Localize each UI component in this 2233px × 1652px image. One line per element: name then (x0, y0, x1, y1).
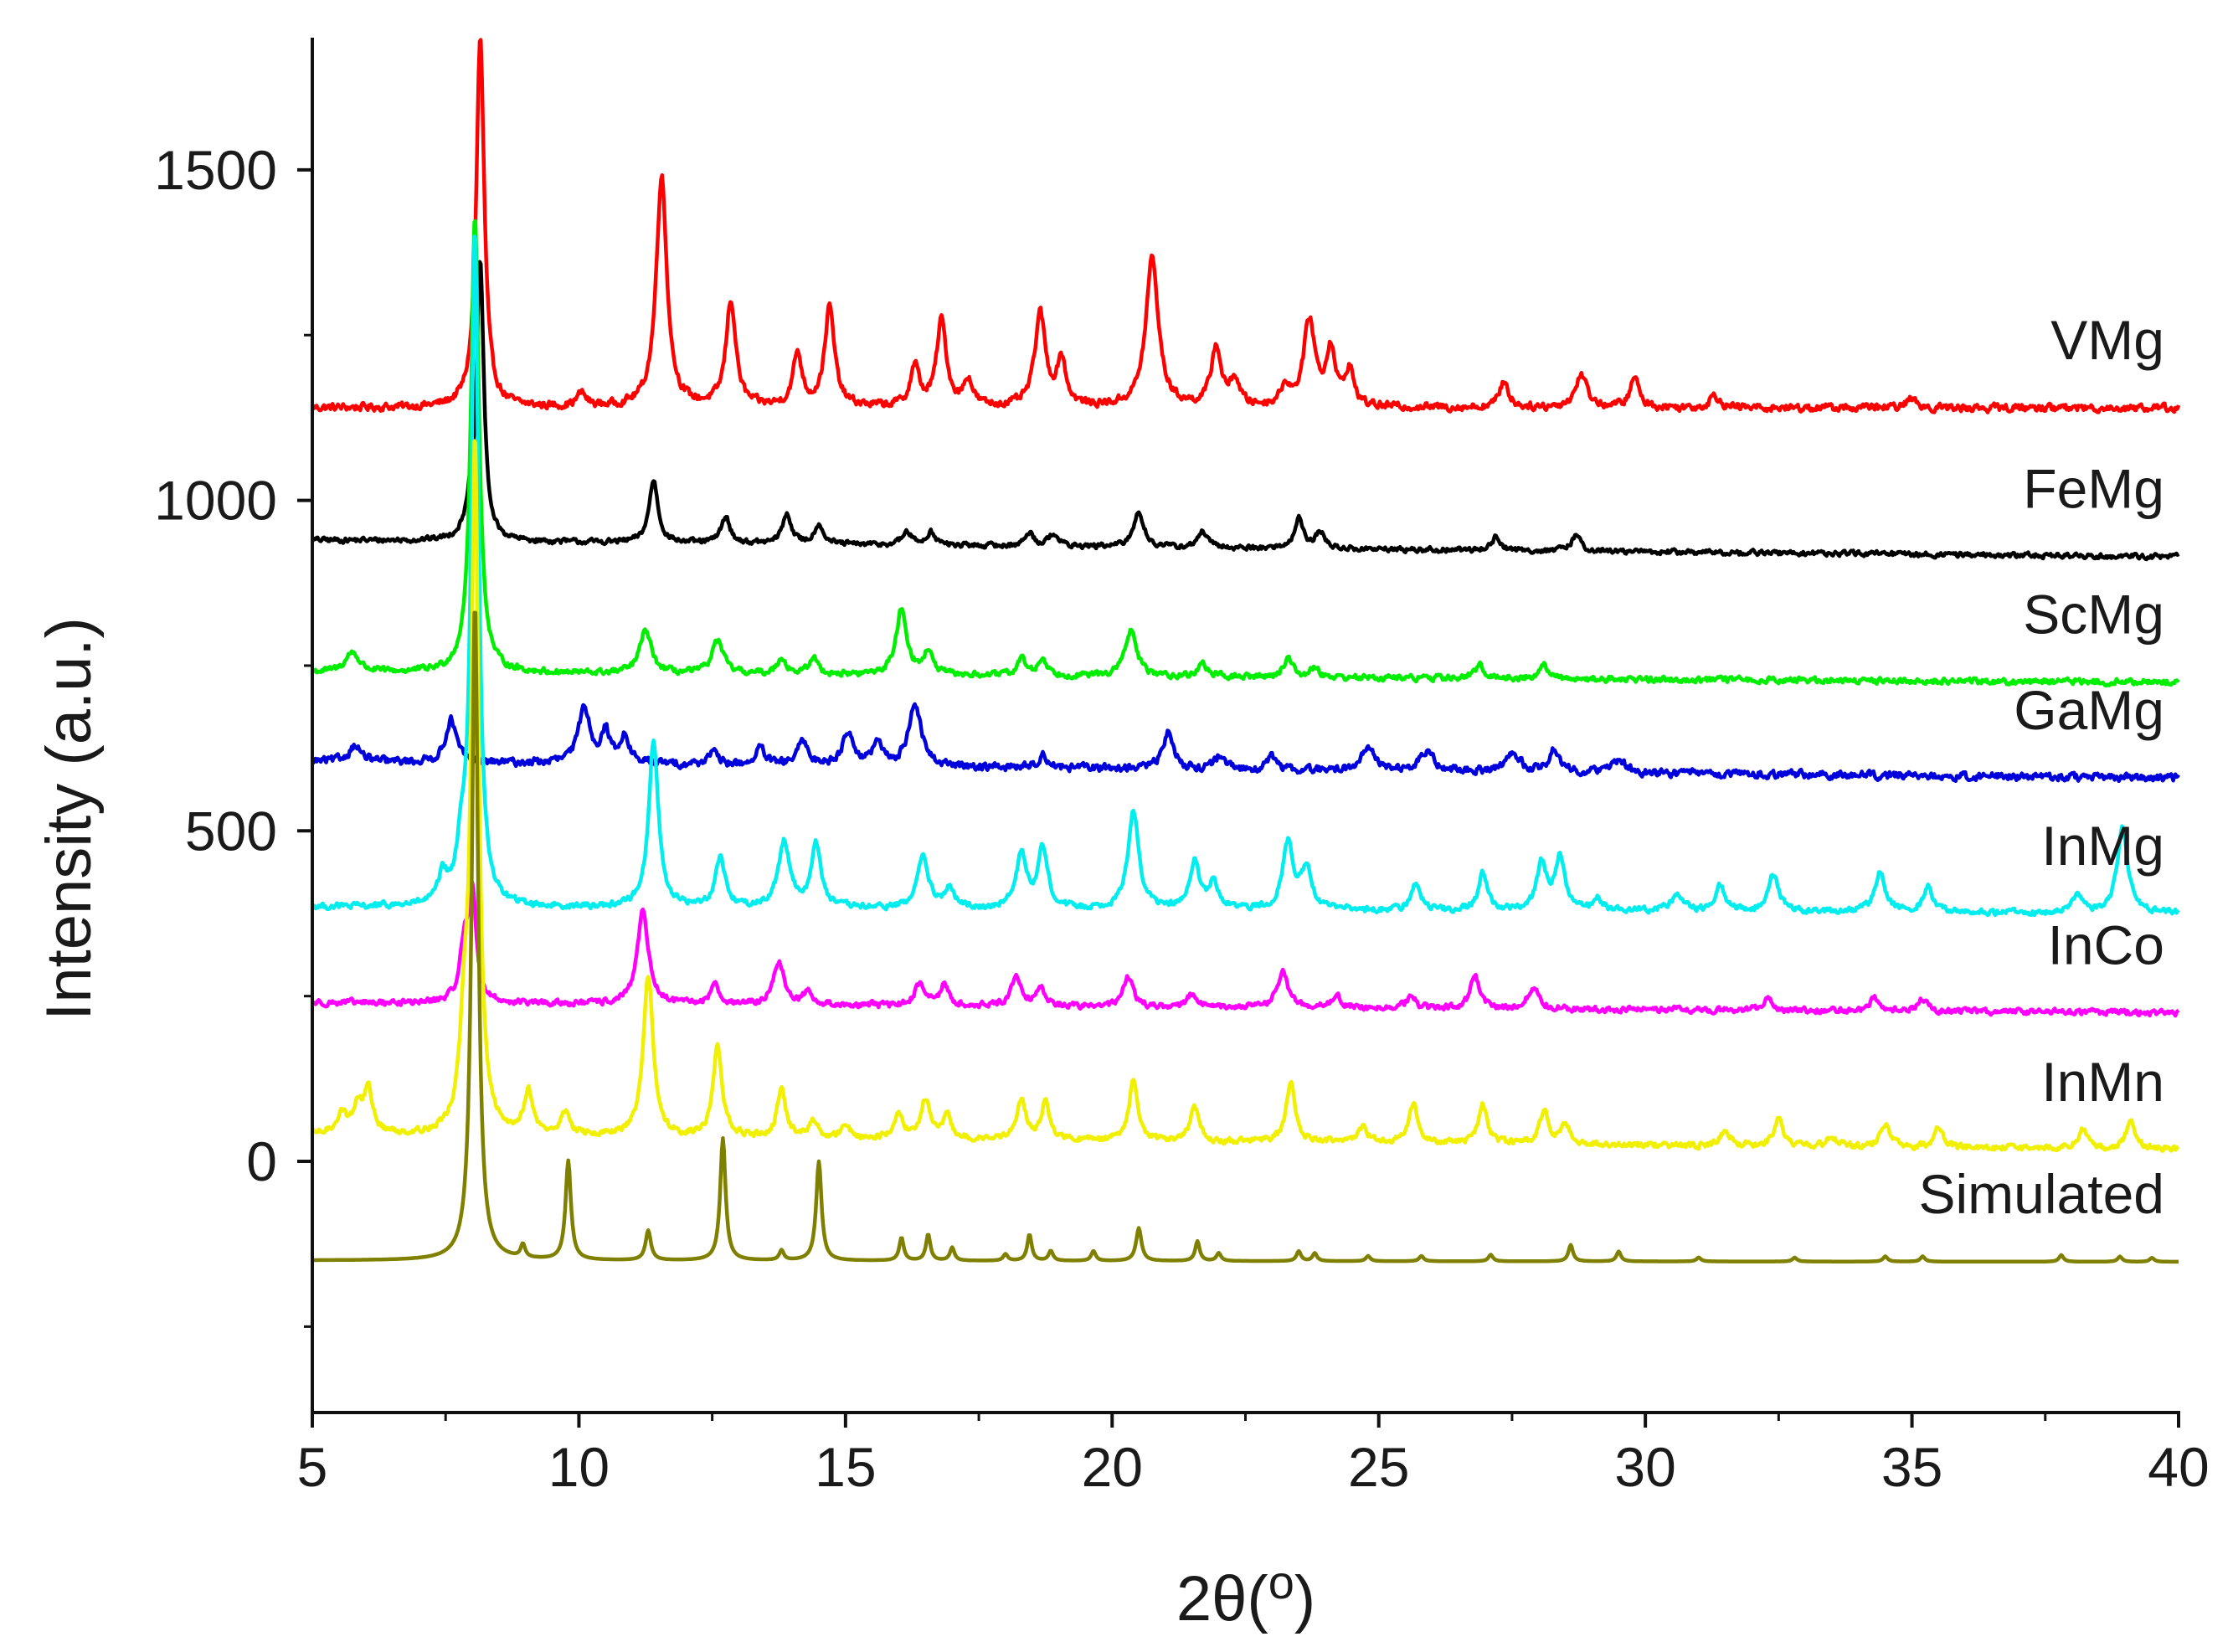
x-tick-label: 25 (1348, 1436, 1409, 1498)
series-labels: VMg FeMg ScMg GaMg InMg InCo InMn Simulated (1919, 309, 2165, 1225)
trace-inmg (311, 234, 2180, 918)
x-ticks: 5 10 15 20 25 30 35 40 (297, 1413, 2210, 1498)
x-tick-label: 5 (297, 1436, 328, 1498)
y-tick-label: 500 (185, 800, 277, 862)
trace-scmg (311, 219, 2180, 688)
trace-vmg (310, 38, 2181, 414)
series-label-scmg: ScMg (2023, 584, 2164, 646)
trace-simulated (311, 610, 2179, 1264)
series-label-femg: FeMg (2023, 458, 2164, 520)
trace-inco (311, 880, 2180, 1018)
trace-gamg (310, 702, 2180, 784)
trace-inmn (311, 439, 2180, 1153)
y-axis-title: Intensity (a.u.) (33, 617, 105, 1021)
series-traces (310, 38, 2181, 1264)
y-tick-label: 0 (246, 1130, 277, 1192)
series-label-inmn: InMn (2041, 1051, 2164, 1113)
series-label-inco: InCo (2048, 913, 2164, 975)
y-ticks: 0 500 1000 1500 (154, 139, 312, 1328)
x-axis-title: 2θ(o) (1176, 1556, 1315, 1634)
x-tick-label: 30 (1614, 1436, 1675, 1498)
x-tick-label: 40 (2148, 1436, 2209, 1498)
x-tick-label: 10 (548, 1436, 610, 1498)
x-tick-label: 20 (1082, 1436, 1143, 1498)
series-label-vmg: VMg (2050, 309, 2164, 371)
y-tick-label: 1500 (154, 139, 277, 201)
x-tick-label: 15 (815, 1436, 876, 1498)
trace-femg (310, 260, 2180, 562)
y-tick-label: 1000 (154, 470, 277, 532)
x-tick-label: 35 (1881, 1436, 1942, 1498)
series-label-gamg: GaMg (2014, 679, 2164, 741)
series-label-simulated: Simulated (1919, 1163, 2165, 1225)
series-label-inmg: InMg (2041, 815, 2164, 877)
